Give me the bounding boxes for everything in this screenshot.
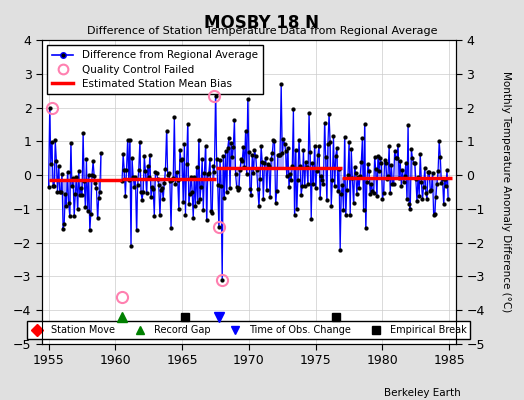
Text: Difference of Station Temperature Data from Regional Average: Difference of Station Temperature Data f…: [87, 26, 437, 36]
Y-axis label: Monthly Temperature Anomaly Difference (°C): Monthly Temperature Anomaly Difference (…: [501, 71, 511, 313]
Text: MOSBY 18 N: MOSBY 18 N: [204, 14, 320, 32]
Legend: Station Move, Record Gap, Time of Obs. Change, Empirical Break: Station Move, Record Gap, Time of Obs. C…: [27, 321, 471, 339]
Text: Berkeley Earth: Berkeley Earth: [385, 388, 461, 398]
